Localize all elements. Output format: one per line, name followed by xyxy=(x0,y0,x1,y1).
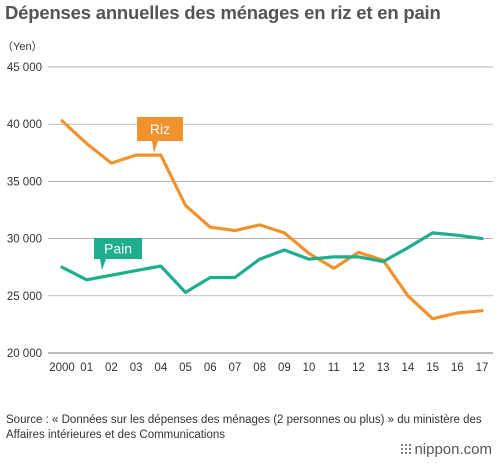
series-label-pointer-riz xyxy=(152,141,158,153)
x-tick-label: 2000 xyxy=(49,362,75,374)
x-tick-label: 06 xyxy=(204,362,217,374)
x-tick-label: 08 xyxy=(253,362,266,374)
x-tick-label: 12 xyxy=(352,362,365,374)
x-tick-label: 14 xyxy=(401,362,414,374)
series-line-pain xyxy=(60,231,484,294)
y-tick-label: 25 000 xyxy=(7,291,42,303)
nippon-logo: nippon.com xyxy=(400,441,492,458)
series-line-riz xyxy=(60,119,484,321)
series-label-pointer-pain xyxy=(100,259,106,270)
line-chart: （Yen） 20 000 25 000 30 000 35 000 40 000 45 0… xyxy=(2,40,493,374)
x-tick-label: 10 xyxy=(303,362,316,374)
x-tick-label: 05 xyxy=(179,362,192,374)
y-tick-label: 20 000 xyxy=(7,348,42,360)
x-tick-label: 15 xyxy=(426,362,439,374)
x-tick-label: 11 xyxy=(328,362,340,374)
x-tick-label: 07 xyxy=(229,362,242,374)
logo-text: nippon.com xyxy=(414,441,492,458)
x-tick-label: 01 xyxy=(80,362,93,374)
x-tick-label: 13 xyxy=(377,362,390,374)
logo-icon xyxy=(401,444,412,454)
series-label-pain: Pain xyxy=(104,241,132,257)
y-tick-label: 30 000 xyxy=(7,234,42,246)
series-label-box-riz xyxy=(137,117,183,141)
x-tick-label: 17 xyxy=(476,362,489,374)
y-tick-label: 40 000 xyxy=(7,119,42,131)
series-label-riz: Riz xyxy=(150,121,170,137)
y-axis-label: （Yen） xyxy=(2,40,43,53)
x-tick-label: 02 xyxy=(105,362,118,374)
x-tick-label: 16 xyxy=(451,362,464,374)
chart-title: Dépenses annuelles des ménages en riz et… xyxy=(5,2,441,23)
x-tick-label: 04 xyxy=(154,362,167,374)
y-tick-label: 45 000 xyxy=(7,62,42,74)
series-label-box-pain xyxy=(94,238,142,259)
x-tick-label: 03 xyxy=(130,362,143,374)
source-note: Source : « Données sur les dépenses des … xyxy=(6,414,482,441)
x-tick-label: 09 xyxy=(278,362,291,374)
y-tick-label: 35 000 xyxy=(7,176,42,188)
